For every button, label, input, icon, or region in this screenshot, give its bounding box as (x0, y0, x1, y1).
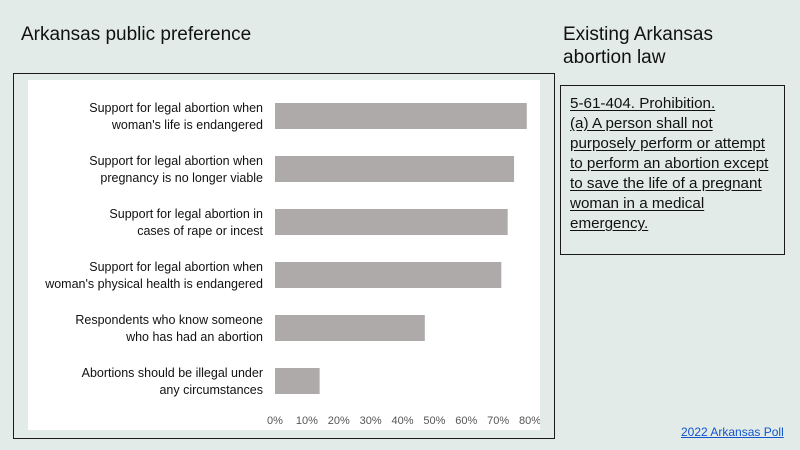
source-link[interactable]: 2022 Arkansas Poll (681, 425, 784, 439)
x-tick-label: 40% (391, 415, 413, 427)
x-tick-label: 20% (328, 415, 350, 427)
x-tick-label: 50% (423, 415, 445, 427)
chart-frame (13, 73, 555, 439)
category-label: Support for legal abortion when pregnancy… (89, 154, 263, 185)
bar-chart: Support for legal abortion when woman's l… (44, 101, 540, 427)
chart-section-title: Arkansas public preference (21, 24, 252, 45)
bar (275, 156, 515, 182)
law-text-box: 5-61-404. Prohibition. (a) A person shal… (560, 85, 785, 255)
category-label: Respondents who know someone who has had … (75, 313, 263, 344)
bar (275, 103, 527, 129)
law-section-title: Existing Arkansas abortion law (563, 24, 713, 68)
law-text: 5-61-404. Prohibition. (a) A person shal… (570, 95, 769, 232)
x-tick-label: 30% (360, 415, 382, 427)
bar (275, 368, 320, 394)
bar (275, 315, 425, 341)
bar (275, 209, 508, 235)
category-label: Support for legal abortion in cases of ra… (109, 207, 263, 238)
x-tick-label: 10% (296, 415, 318, 427)
x-tick-label: 60% (455, 415, 477, 427)
chart-panel: Support for legal abortion when woman's l… (28, 80, 540, 430)
category-label: Abortions should be illegal under any cir… (82, 366, 263, 397)
category-label: Support for legal abortion when woman's p… (44, 260, 263, 291)
x-tick-label: 80% (519, 415, 540, 427)
bar (275, 262, 502, 288)
x-tick-label: 70% (487, 415, 509, 427)
category-label: Support for legal abortion when woman's l… (89, 101, 263, 132)
x-tick-label: 0% (267, 415, 283, 427)
